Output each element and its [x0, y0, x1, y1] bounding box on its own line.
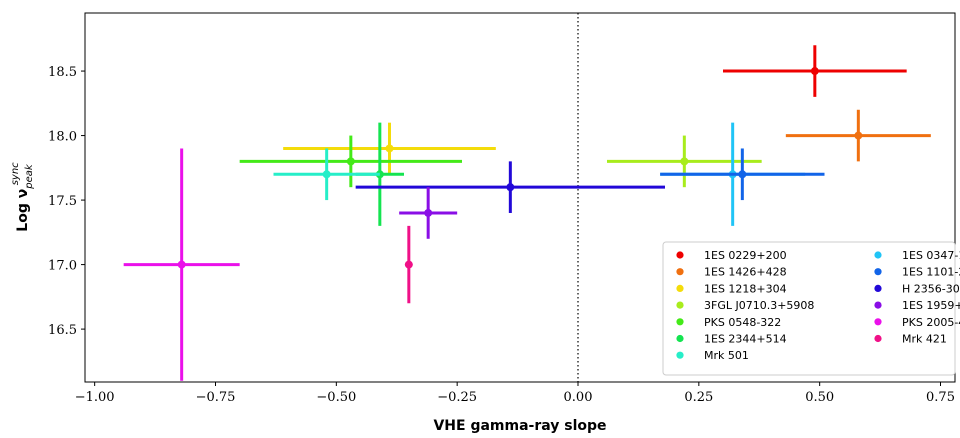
data-point — [738, 170, 747, 179]
legend-marker — [874, 318, 882, 326]
y-axis-label-main: Log ν — [15, 189, 31, 232]
data-point — [404, 260, 413, 269]
data-point — [854, 131, 863, 140]
legend-label: Mrk 421 — [902, 333, 947, 346]
data-point — [322, 170, 331, 179]
y-tick-label: 16.5 — [48, 323, 77, 338]
legend-marker — [676, 251, 684, 259]
data-point-group — [239, 135, 462, 188]
legend-label: 1ES 1218+304 — [704, 282, 787, 295]
data-point — [346, 157, 355, 166]
legend-label: 3FGL J0710.3+5908 — [704, 299, 814, 312]
data-point-group — [660, 148, 825, 201]
legend-item: H 2356-309 — [874, 282, 960, 295]
data-point-group — [273, 148, 380, 201]
legend-item: 1ES 1101-232 — [874, 266, 960, 279]
legend-item: 1ES 0347-121 — [874, 249, 960, 262]
x-tick-label: −0.75 — [196, 390, 236, 405]
y-tick-label: 18.0 — [48, 130, 77, 145]
x-axis-ticks: −1.00 −0.75 −0.50 −0.25 0.00 0.25 0.50 0.75 — [75, 382, 955, 405]
data-point — [385, 144, 394, 153]
data-point-group — [723, 45, 907, 97]
legend-label: 1ES 0229+200 — [704, 249, 787, 262]
data-point — [680, 157, 689, 166]
data-point — [506, 183, 515, 192]
x-tick-label: −1.00 — [75, 390, 115, 405]
y-axis-label-sub: peak — [24, 163, 35, 190]
plot-area-border — [84, 12, 956, 383]
legend-label: PKS 2005-489 — [902, 316, 960, 329]
x-tick-label: −0.50 — [316, 390, 356, 405]
legend-item: Mrk 421 — [874, 333, 947, 346]
x-axis-label: VHE gamma-ray slope — [433, 418, 606, 434]
legend-marker — [676, 268, 684, 276]
legend-item: 1ES 1959+650 — [874, 299, 960, 312]
x-tick-label: 0.50 — [805, 390, 834, 405]
legend-item: 1ES 1426+428 — [676, 266, 787, 279]
legend-item: 1ES 0229+200 — [676, 249, 787, 262]
legend-label: 1ES 0347-121 — [902, 249, 960, 262]
y-tick-label: 17.0 — [48, 259, 77, 274]
legend-marker — [874, 284, 882, 292]
data-point — [810, 67, 819, 76]
legend-label: Mrk 501 — [704, 349, 749, 362]
y-axis-label-sup: sync — [10, 162, 21, 185]
y-axis-label: Log νpeaksync — [10, 162, 35, 232]
data-point-group — [123, 148, 240, 381]
legend-item: 1ES 1218+304 — [676, 282, 787, 295]
legend-item: 3FGL J0710.3+5908 — [676, 299, 814, 312]
legend-label: H 2356-309 — [902, 282, 960, 295]
legend-label: PKS 0548-322 — [704, 316, 781, 329]
legend-item: 1ES 2344+514 — [676, 333, 787, 346]
legend-label: 1ES 1101-232 — [902, 266, 960, 279]
legend: 1ES 0229+200 1ES 1426+428 1ES 1218+304 3FGL… — [676, 249, 960, 362]
data-point-group — [399, 187, 458, 239]
legend-marker — [874, 301, 882, 309]
data-point-group — [785, 109, 931, 162]
legend-marker — [676, 284, 684, 292]
x-tick-label: 0.75 — [926, 390, 955, 405]
legend-label: 1ES 2344+514 — [704, 333, 787, 346]
x-tick-label: 0.00 — [564, 390, 593, 405]
error-bars — [123, 45, 931, 381]
legend-item: PKS 2005-489 — [874, 316, 960, 329]
x-tick-label: 0.25 — [684, 390, 713, 405]
data-point-group — [404, 225, 413, 304]
legend-item: PKS 0548-322 — [676, 316, 781, 329]
legend-marker — [676, 318, 684, 326]
legend-label: 1ES 1959+650 — [902, 299, 960, 312]
legend-marker — [676, 351, 684, 359]
legend-label: 1ES 1426+428 — [704, 266, 787, 279]
y-axis-ticks: 16.5 17.0 17.5 18.0 18.5 — [48, 65, 85, 338]
data-point — [424, 208, 433, 217]
data-point — [177, 260, 186, 269]
data-point-group — [355, 161, 665, 213]
x-tick-label: −0.25 — [437, 390, 477, 405]
legend-item: Mrk 501 — [676, 349, 749, 362]
data-point-group — [607, 135, 762, 188]
legend-marker — [874, 251, 882, 259]
legend-box — [662, 241, 956, 376]
y-tick-label: 17.5 — [48, 194, 77, 209]
legend-marker — [874, 268, 882, 276]
legend-marker — [676, 301, 684, 309]
data-point-group — [283, 122, 496, 175]
legend-marker — [874, 334, 882, 343]
y-tick-label: 18.5 — [48, 65, 77, 80]
legend-marker — [676, 334, 684, 343]
